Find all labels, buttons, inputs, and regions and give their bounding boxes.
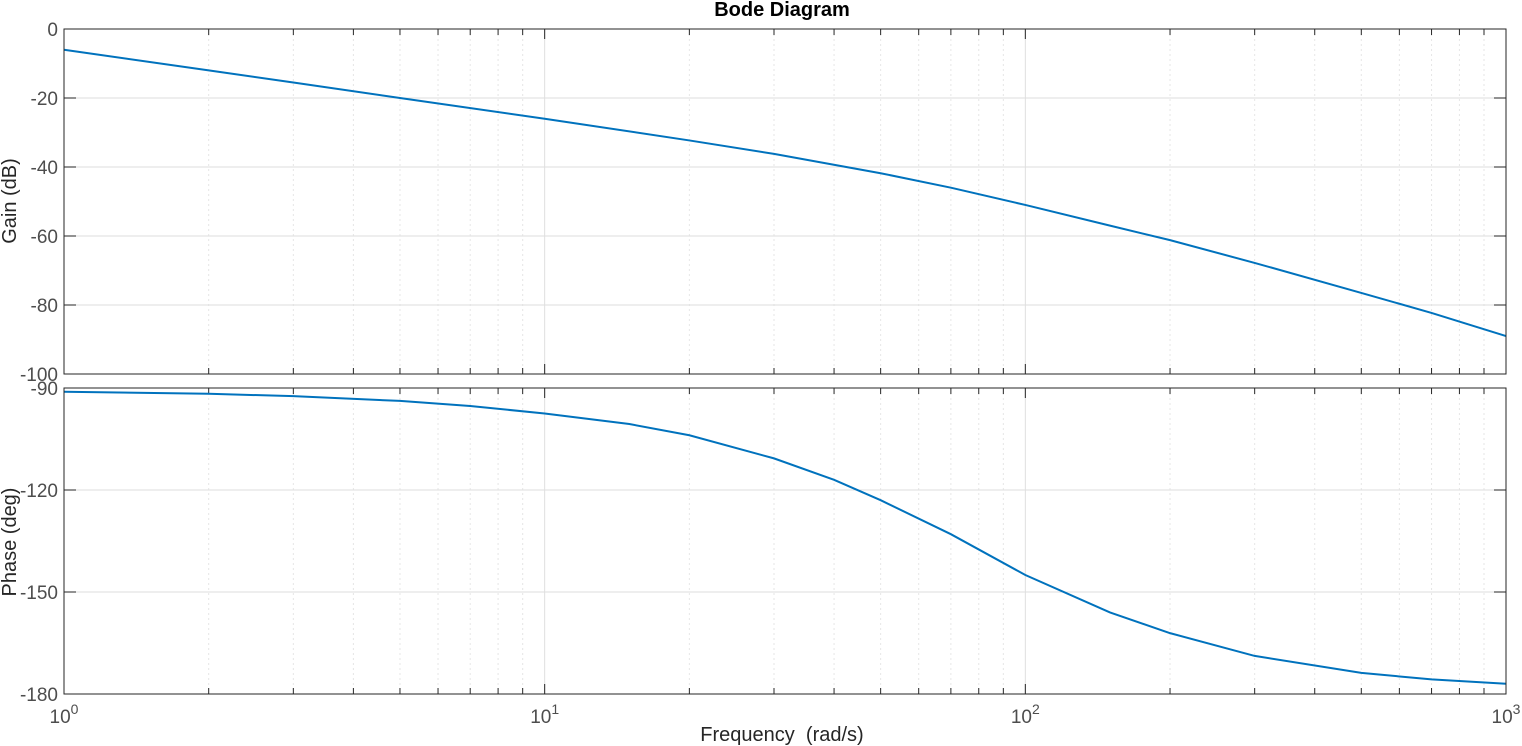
- magnitude-axes: 0 -20 -40 -60 -80 -100: [20, 20, 1507, 386]
- mag-y-tick-label: -40: [31, 158, 58, 179]
- mag-y-tick-label: -20: [31, 89, 58, 110]
- phase-axes-frame: [63, 387, 1507, 695]
- phase-y-tick-label: -180: [20, 685, 58, 706]
- phase-curve: [63, 390, 1507, 685]
- x-tick-labels: 100 101 102 103: [50, 701, 1521, 728]
- chart-title: Bode Diagram: [714, 0, 850, 21]
- x-tick-label: 101: [530, 701, 559, 728]
- x-tick-label: 100: [50, 701, 79, 728]
- phase-axis-label: Phase (deg): [0, 488, 21, 597]
- mag-y-tick-label: -60: [31, 227, 58, 248]
- phase-y-tick-label: -90: [31, 379, 58, 400]
- gain-axis-label: Gain (dB): [0, 158, 21, 244]
- phase-y-tick-label: -120: [20, 481, 58, 502]
- mag-curve: [63, 48, 1507, 338]
- mag-y-tick-label: 0: [47, 20, 58, 41]
- frequency-axis-label: Frequency (rad/s): [700, 724, 863, 746]
- phase-axes: -90 -120 -150 -180: [20, 379, 1507, 706]
- mag-y-tick-label: -80: [31, 296, 58, 317]
- x-tick-label: 103: [1492, 701, 1521, 728]
- mag-y-tick-label: -100: [20, 365, 58, 386]
- x-tick-label: 102: [1011, 701, 1040, 728]
- phase-y-tick-label: -150: [20, 583, 58, 604]
- mag-axes-frame: [63, 28, 1507, 375]
